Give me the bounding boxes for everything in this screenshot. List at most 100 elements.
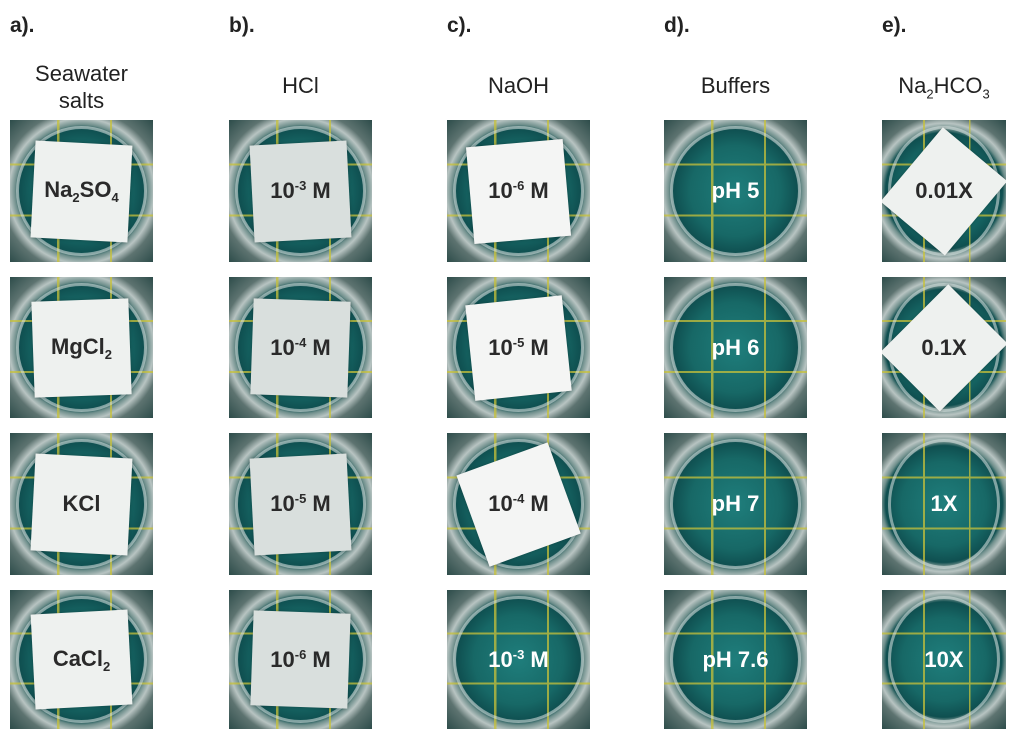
label-part: HCl: [282, 73, 319, 98]
label-part: M: [306, 491, 330, 516]
title-line: salts: [0, 87, 173, 114]
sample-photo: KCl: [10, 433, 153, 575]
label-part: 10: [488, 491, 512, 516]
label-part: 1X: [931, 491, 958, 516]
sample-label: 0.01X: [882, 178, 1006, 204]
label-part: Na: [898, 73, 926, 98]
sample-photo: 10X: [882, 590, 1006, 729]
panel-title: Na2HCO3: [862, 72, 1009, 107]
label-part: 0.01X: [915, 178, 973, 203]
sample-label: KCl: [10, 491, 153, 517]
label-part: CaCl: [53, 645, 103, 670]
sample-label: MgCl2: [10, 333, 153, 361]
sample-label: 10-5 M: [447, 334, 590, 360]
sample-photo: 10-5 M: [447, 277, 590, 418]
sample-label: 10-4 M: [229, 334, 372, 360]
label-part: NaOH: [488, 73, 549, 98]
figure: a).SeawatersaltsNa2SO4MgCl2KClCaCl2b).HC…: [0, 0, 1009, 729]
label-part: -4: [513, 491, 525, 506]
sample-label: 10-6 M: [447, 178, 590, 204]
label-part: 10: [488, 335, 512, 360]
sample-photo: 10-4 M: [447, 433, 590, 575]
label-part: MgCl: [51, 333, 105, 358]
panel-letter: c).: [447, 14, 472, 38]
title-line: Buffers: [644, 72, 827, 99]
sample-label: 10-3 M: [447, 646, 590, 672]
sample-photo: 10-3 M: [229, 120, 372, 262]
panel-title: NaOH: [427, 72, 610, 99]
panel-title: HCl: [209, 72, 392, 99]
label-part: HCO: [934, 73, 983, 98]
panel-letter: a).: [10, 14, 35, 38]
sample-label: Na2SO4: [10, 177, 153, 205]
sample-photo: Na2SO4: [10, 120, 153, 262]
label-part: -5: [513, 334, 525, 349]
label-part: M: [524, 178, 548, 203]
label-part: -6: [295, 646, 307, 661]
label-part: M: [306, 178, 330, 203]
sample-label: 10-5 M: [229, 491, 372, 517]
panel-letter: e).: [882, 14, 907, 38]
label-part: Buffers: [701, 73, 770, 98]
label-part: SO: [80, 177, 112, 202]
label-part: 10: [488, 647, 512, 672]
title-line: Na2HCO3: [862, 72, 1009, 107]
sample-photo: pH 6: [664, 277, 807, 418]
sample-photo: pH 7: [664, 433, 807, 575]
sample-photo: 0.01X: [882, 120, 1006, 262]
label-part: 10X: [924, 647, 963, 672]
sample-photo: MgCl2: [10, 277, 153, 418]
label-part: 10: [488, 178, 512, 203]
sample-photo: 10-3 M: [447, 590, 590, 729]
sample-photo: CaCl2: [10, 590, 153, 729]
label-part: 3: [983, 86, 990, 101]
sample-photo: 10-6 M: [447, 120, 590, 262]
label-part: 2: [926, 86, 933, 101]
panel-title: Buffers: [644, 72, 827, 99]
sample-label: 10-6 M: [229, 646, 372, 672]
title-line: NaOH: [427, 72, 610, 99]
label-part: 10: [270, 491, 294, 516]
label-part: pH 7: [712, 491, 760, 516]
label-part: M: [306, 647, 330, 672]
label-part: M: [524, 491, 548, 516]
sample-photo: 10-5 M: [229, 433, 372, 575]
label-part: Na: [44, 177, 72, 202]
sample-photo: pH 7.6: [664, 590, 807, 729]
label-part: -6: [513, 178, 525, 193]
sample-photo: 0.1X: [882, 277, 1006, 418]
label-part: 4: [111, 190, 118, 205]
sample-label: pH 6: [664, 335, 807, 361]
sample-label: CaCl2: [10, 645, 153, 673]
panel-letter: d).: [664, 14, 690, 38]
sample-label: pH 7: [664, 491, 807, 517]
label-part: pH 5: [712, 178, 760, 203]
sample-label: 10-4 M: [447, 491, 590, 517]
label-part: M: [524, 647, 548, 672]
label-part: 2: [72, 190, 79, 205]
sample-label: 10X: [882, 647, 1006, 673]
sample-label: 10-3 M: [229, 178, 372, 204]
label-part: -4: [295, 334, 307, 349]
label-part: -3: [513, 646, 525, 661]
label-part: salts: [59, 88, 104, 113]
label-part: 0.1X: [921, 335, 966, 360]
title-line: Seawater: [0, 60, 173, 87]
label-part: pH 7.6: [702, 647, 768, 672]
label-part: M: [306, 335, 330, 360]
label-part: -5: [295, 491, 307, 506]
label-part: 10: [270, 178, 294, 203]
sample-label: pH 7.6: [664, 647, 807, 673]
sample-photo: pH 5: [664, 120, 807, 262]
sample-label: 1X: [882, 491, 1006, 517]
label-part: -3: [295, 178, 307, 193]
sample-photo: 10-4 M: [229, 277, 372, 418]
sample-photo: 10-6 M: [229, 590, 372, 729]
label-part: 2: [103, 659, 110, 674]
label-part: 10: [270, 335, 294, 360]
sample-label: pH 5: [664, 178, 807, 204]
sample-photo: 1X: [882, 433, 1006, 575]
label-part: Seawater: [35, 61, 128, 86]
title-line: HCl: [209, 72, 392, 99]
